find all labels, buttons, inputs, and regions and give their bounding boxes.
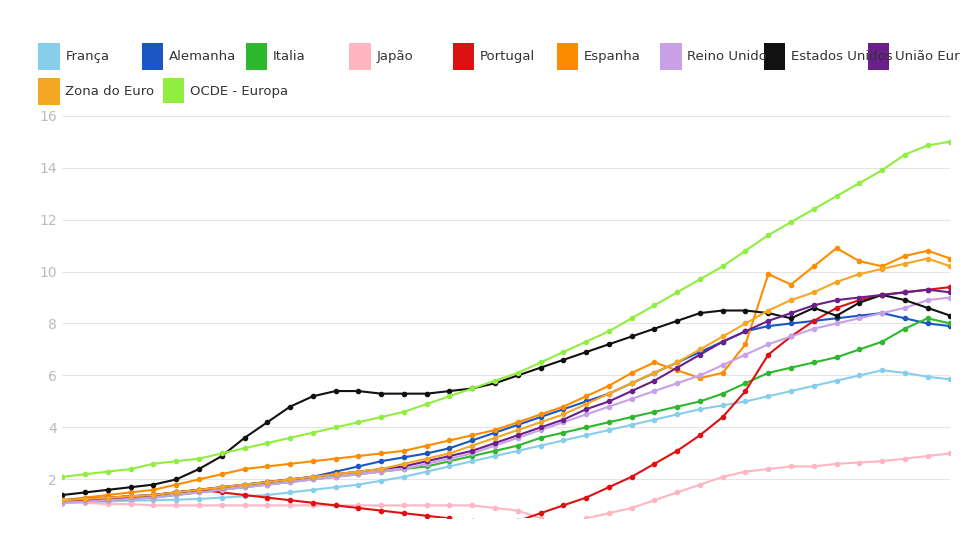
Text: Reino Unido: Reino Unido: [687, 50, 767, 63]
FancyBboxPatch shape: [453, 43, 474, 70]
Text: Italia: Italia: [273, 50, 305, 63]
FancyBboxPatch shape: [660, 43, 682, 70]
FancyBboxPatch shape: [349, 43, 371, 70]
Text: Zona do Euro: Zona do Euro: [65, 85, 155, 98]
Text: Espanha: Espanha: [584, 50, 640, 63]
Text: Portugal: Portugal: [480, 50, 536, 63]
Text: França: França: [65, 50, 109, 63]
FancyBboxPatch shape: [163, 78, 184, 105]
Text: União Europeia: União Europeia: [895, 50, 960, 63]
Text: OCDE - Europa: OCDE - Europa: [190, 85, 288, 98]
Text: Estados Unidos: Estados Unidos: [791, 50, 893, 63]
Text: Alemanha: Alemanha: [169, 50, 236, 63]
FancyBboxPatch shape: [764, 43, 785, 70]
FancyBboxPatch shape: [38, 78, 60, 105]
FancyBboxPatch shape: [868, 43, 889, 70]
FancyBboxPatch shape: [246, 43, 267, 70]
Text: Japão: Japão: [376, 50, 413, 63]
FancyBboxPatch shape: [557, 43, 578, 70]
FancyBboxPatch shape: [142, 43, 163, 70]
FancyBboxPatch shape: [38, 43, 60, 70]
